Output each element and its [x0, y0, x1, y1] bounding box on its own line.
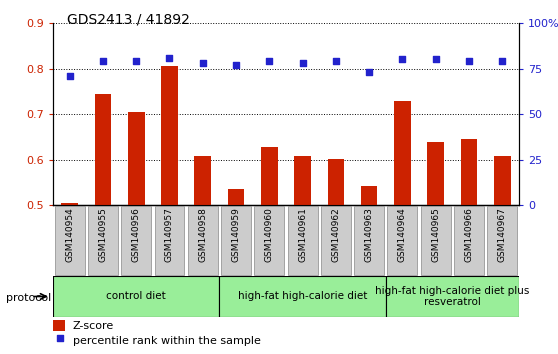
FancyBboxPatch shape — [487, 206, 517, 275]
Bar — [95, 94, 111, 354]
Bar — [61, 203, 78, 354]
FancyBboxPatch shape — [387, 206, 417, 275]
Bar — [394, 101, 411, 354]
FancyBboxPatch shape — [254, 206, 285, 275]
FancyBboxPatch shape — [188, 206, 218, 275]
Text: GSM140954: GSM140954 — [65, 207, 74, 262]
Bar — [194, 156, 211, 354]
Bar — [219, 276, 386, 317]
Point — [132, 58, 141, 64]
Text: GSM140967: GSM140967 — [498, 207, 507, 262]
Point — [165, 55, 174, 61]
Point — [98, 58, 107, 64]
Text: GSM140964: GSM140964 — [398, 207, 407, 262]
Bar — [494, 156, 511, 354]
Text: GSM140958: GSM140958 — [198, 207, 207, 262]
FancyBboxPatch shape — [221, 206, 251, 275]
Text: GSM140960: GSM140960 — [265, 207, 274, 262]
Text: GSM140955: GSM140955 — [98, 207, 108, 262]
Text: Z-score: Z-score — [73, 321, 114, 331]
Point — [298, 60, 307, 66]
Bar — [461, 139, 477, 354]
Text: GDS2413 / 41892: GDS2413 / 41892 — [67, 12, 190, 27]
Point — [265, 58, 274, 64]
FancyBboxPatch shape — [354, 206, 384, 275]
Text: GSM140965: GSM140965 — [431, 207, 440, 262]
Point — [398, 57, 407, 62]
Text: control diet: control diet — [107, 291, 166, 302]
FancyBboxPatch shape — [88, 206, 118, 275]
Text: GSM140962: GSM140962 — [331, 207, 340, 262]
FancyBboxPatch shape — [321, 206, 351, 275]
Text: high-fat high-calorie diet: high-fat high-calorie diet — [238, 291, 367, 302]
Text: GSM140966: GSM140966 — [464, 207, 474, 262]
Text: GSM140956: GSM140956 — [132, 207, 141, 262]
Text: GSM140961: GSM140961 — [298, 207, 307, 262]
FancyBboxPatch shape — [55, 206, 85, 275]
Point — [198, 60, 207, 66]
Point — [365, 69, 374, 75]
Text: GSM140957: GSM140957 — [165, 207, 174, 262]
Point — [65, 73, 74, 79]
Bar — [128, 112, 145, 354]
Bar — [294, 156, 311, 354]
Bar — [427, 142, 444, 354]
FancyBboxPatch shape — [287, 206, 318, 275]
Bar — [386, 276, 519, 317]
Bar — [161, 66, 178, 354]
Bar — [328, 159, 344, 354]
FancyBboxPatch shape — [121, 206, 151, 275]
Bar — [261, 147, 278, 354]
Text: GSM140959: GSM140959 — [232, 207, 240, 262]
Point — [232, 62, 240, 68]
FancyBboxPatch shape — [155, 206, 185, 275]
Point — [55, 335, 64, 341]
Text: high-fat high-calorie diet plus
resveratrol: high-fat high-calorie diet plus resverat… — [375, 286, 530, 307]
Bar — [228, 189, 244, 354]
Text: GSM140963: GSM140963 — [365, 207, 374, 262]
Point — [331, 58, 340, 64]
Text: percentile rank within the sample: percentile rank within the sample — [73, 336, 261, 346]
Point — [465, 58, 474, 64]
FancyBboxPatch shape — [421, 206, 451, 275]
Bar — [53, 276, 219, 317]
Point — [498, 58, 507, 64]
Bar — [361, 186, 378, 354]
FancyBboxPatch shape — [454, 206, 484, 275]
Point — [431, 57, 440, 62]
Text: protocol: protocol — [6, 293, 51, 303]
